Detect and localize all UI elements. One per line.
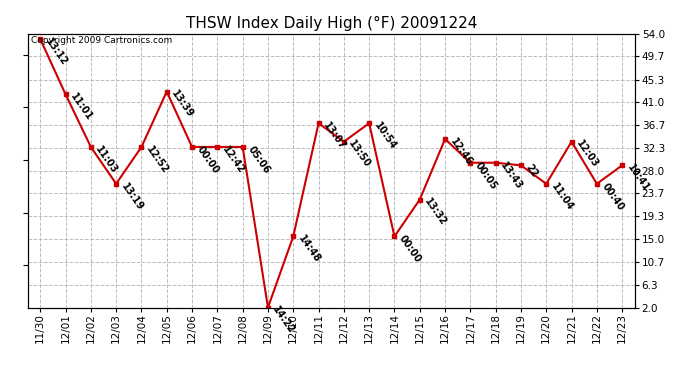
- Text: 13:50: 13:50: [346, 139, 373, 170]
- Text: 00:00: 00:00: [195, 144, 221, 175]
- Text: 11:03: 11:03: [94, 144, 119, 175]
- Text: 22: 22: [524, 163, 540, 179]
- Title: THSW Index Daily High (°F) 20091224: THSW Index Daily High (°F) 20091224: [186, 16, 477, 31]
- Text: 00:00: 00:00: [397, 234, 423, 265]
- Text: 12:03: 12:03: [574, 139, 600, 170]
- Text: Copyright 2009 Cartronics.com: Copyright 2009 Cartronics.com: [30, 36, 172, 45]
- Text: 13:12: 13:12: [43, 36, 69, 68]
- Text: 13:43: 13:43: [498, 160, 524, 191]
- Text: 00:05: 00:05: [473, 160, 499, 191]
- Text: 12:42: 12:42: [220, 144, 246, 175]
- Text: 12:46: 12:46: [448, 136, 474, 167]
- Text: 13:32: 13:32: [422, 197, 448, 228]
- Text: 05:06: 05:06: [246, 144, 271, 175]
- Text: 13:19: 13:19: [119, 181, 145, 212]
- Text: 13:07: 13:07: [322, 120, 347, 152]
- Text: 13:39: 13:39: [170, 89, 195, 120]
- Text: 14:22: 14:22: [270, 305, 297, 336]
- Text: 14:48: 14:48: [296, 234, 322, 265]
- Text: 11:01: 11:01: [68, 92, 95, 123]
- Text: 12:52: 12:52: [144, 144, 170, 175]
- Text: 11:04: 11:04: [549, 181, 575, 212]
- Text: 00:40: 00:40: [600, 181, 626, 212]
- Text: 10:54: 10:54: [372, 120, 398, 152]
- Text: 10:41: 10:41: [625, 163, 651, 194]
